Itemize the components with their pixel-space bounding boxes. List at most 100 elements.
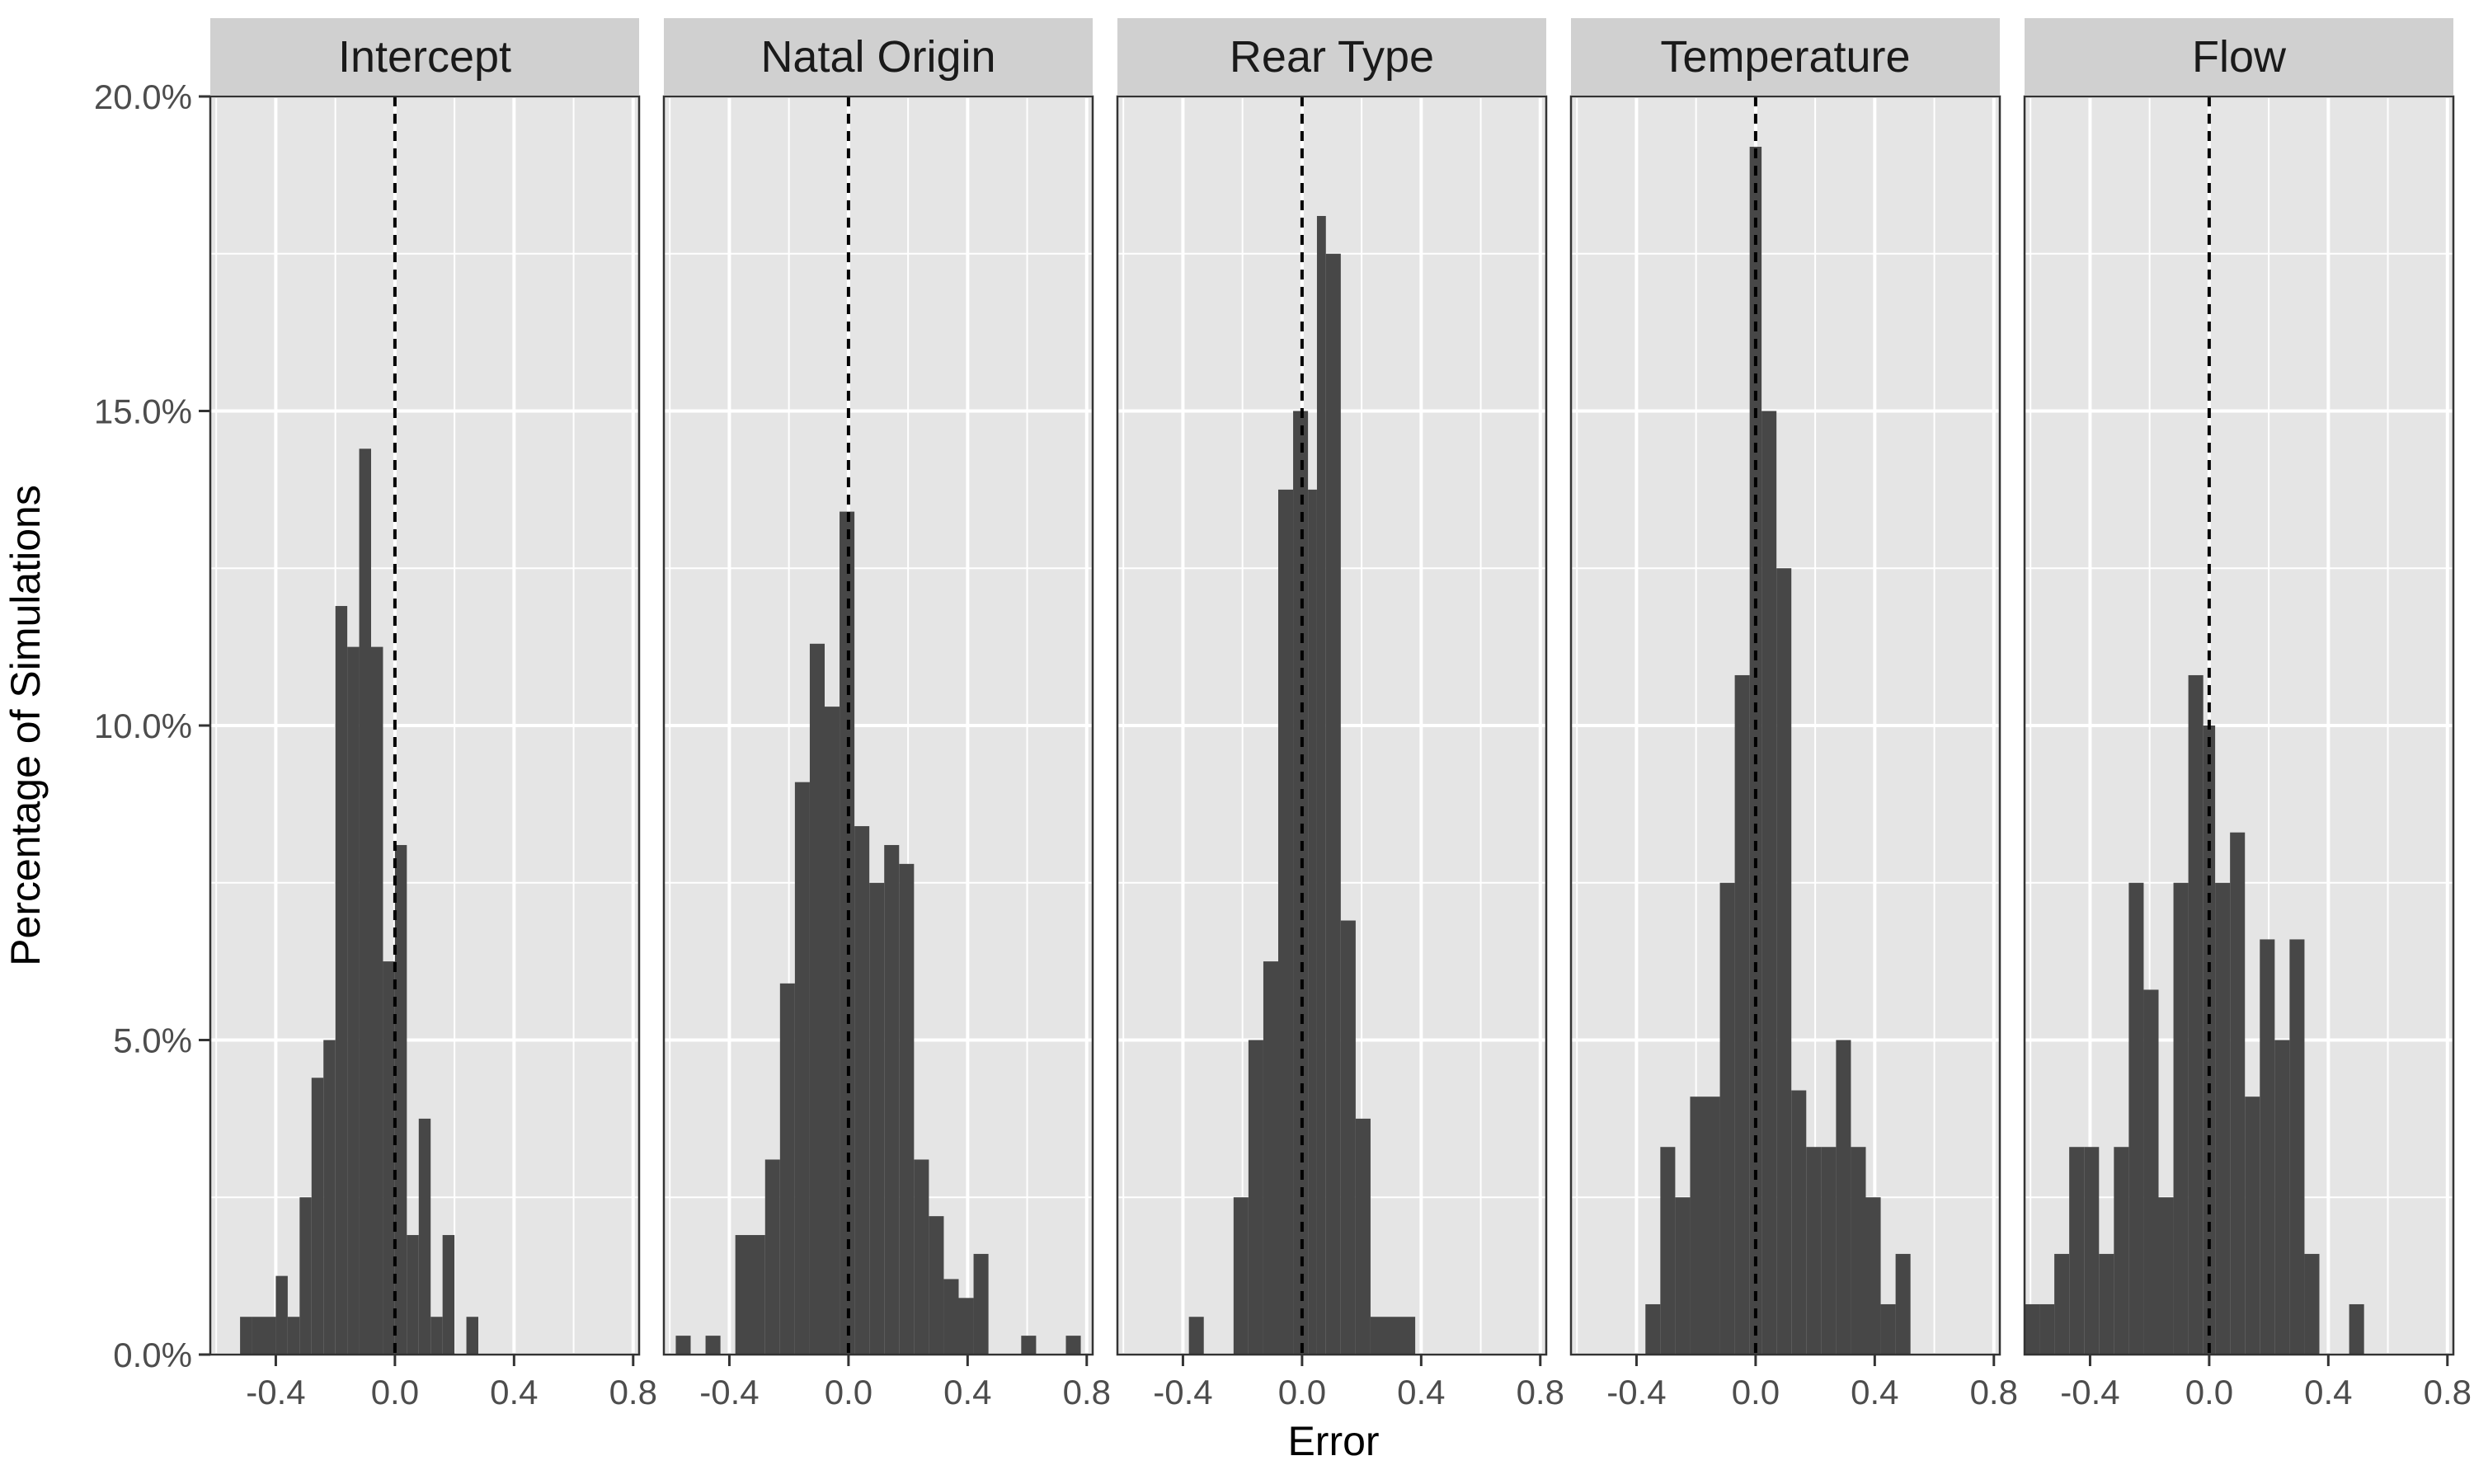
histogram-bar: [1355, 1118, 1371, 1355]
histogram-bar: [1719, 882, 1735, 1355]
x-axis-natal-origin: -0.4 0.0 0.4 0.8: [699, 1355, 1111, 1411]
histogram-bar: [943, 1279, 959, 1355]
histogram-bar: [430, 1317, 443, 1355]
histogram-bar: [2054, 1253, 2070, 1355]
histogram-bar: [1340, 920, 1356, 1355]
histogram-bar: [2245, 1097, 2260, 1355]
histogram-bar: [1308, 489, 1317, 1355]
histogram-bar: [2143, 989, 2159, 1355]
panel-rear-type: Rear Type -0.4 0.0 0.4 0.8: [1116, 18, 1564, 1411]
x-axis-rear-type: -0.4 0.0 0.4 0.8: [1153, 1355, 1564, 1411]
histogram-bar: [2230, 832, 2246, 1355]
histogram-bar: [735, 1235, 765, 1355]
panel-border: [1569, 95, 2001, 1356]
x-tick-label: 0.4: [1851, 1373, 1898, 1411]
panel-natal-origin: Natal Origin -0.4 0.0 0.4 0.8: [662, 18, 1111, 1411]
histogram-bar: [1705, 1097, 1720, 1355]
x-tick-label: -0.4: [246, 1373, 305, 1411]
histogram-bar: [1865, 1197, 1881, 1355]
histogram-bar: [794, 782, 810, 1355]
strip-natal-origin: [664, 18, 1093, 96]
panel-border: [1116, 95, 1548, 1356]
y-tick-label: 5.0%: [113, 1021, 192, 1060]
x-tick-label: 0.0: [1278, 1373, 1326, 1411]
histogram-bars: [2025, 674, 2364, 1355]
x-tick-label: 0.0: [1732, 1373, 1780, 1411]
histogram-bar: [418, 1118, 431, 1355]
panel-intercept: Intercept -0.4 0.0 0.4 0.8: [209, 18, 657, 1411]
histogram-bar: [2084, 1147, 2100, 1355]
histogram-bar: [2128, 882, 2144, 1355]
histogram-bar: [347, 646, 360, 1355]
histogram-bar: [958, 1298, 974, 1355]
histogram-bar: [335, 606, 348, 1355]
histogram-bars: [1645, 147, 1911, 1355]
x-tick-label: -0.4: [1153, 1373, 1212, 1411]
histogram-bar: [1325, 253, 1341, 1355]
y-tick-label: 0.0%: [113, 1336, 192, 1374]
x-tick-label: -0.4: [2060, 1373, 2119, 1411]
strip-title-natal-origin: Natal Origin: [760, 32, 995, 82]
histogram-bar: [311, 1078, 324, 1355]
strip-rear-type: [1117, 18, 1546, 96]
histogram-bar: [854, 826, 870, 1355]
panel-border: [662, 95, 1094, 1356]
histogram-bar: [264, 1317, 276, 1355]
histogram-bar: [1749, 147, 1762, 1355]
x-tick-label: 0.4: [1397, 1373, 1445, 1411]
histogram-bar: [252, 1317, 264, 1355]
histogram-bar: [394, 844, 407, 1355]
x-tick-label: 0.0: [2185, 1373, 2233, 1411]
histogram-bar: [1188, 1317, 1204, 1355]
histogram-bar: [869, 882, 885, 1355]
strip-title-flow: Flow: [2192, 32, 2287, 82]
histogram-bar: [1880, 1303, 1896, 1355]
y-tick-label: 15.0%: [94, 392, 192, 431]
histogram-bar: [1021, 1336, 1037, 1355]
x-tick-label: 0.4: [490, 1373, 538, 1411]
histogram-bar: [323, 1040, 336, 1355]
strip-title-temperature: Temperature: [1660, 32, 1910, 82]
histogram-bar: [764, 1159, 780, 1355]
histogram-bar: [359, 448, 371, 1355]
histogram-bar: [2289, 939, 2305, 1355]
histogram-bars: [675, 511, 1081, 1355]
histogram-bar: [2215, 882, 2231, 1355]
strip-temperature: [1571, 18, 2000, 96]
histogram-bar: [973, 1253, 989, 1355]
histogram-bar: [675, 1336, 691, 1355]
histogram-bar: [914, 1159, 929, 1355]
y-axis-title: Percentage of Simulations: [2, 485, 49, 966]
histogram-bar: [1761, 411, 1777, 1355]
x-axis-title: Error: [1287, 1418, 1379, 1464]
panel-flow: Flow -0.4 0.0 0.4 0.8: [2023, 18, 2472, 1411]
x-tick-label: 0.8: [2424, 1373, 2472, 1411]
histogram-bar: [884, 844, 900, 1355]
histogram-bar: [809, 643, 825, 1355]
histogram-bar: [1806, 1147, 1822, 1355]
histogram-bar: [1851, 1147, 1866, 1355]
panel-temperature: Temperature -0.4 0.0 0.4 0.8: [1569, 18, 2018, 1411]
histogram-bar: [2349, 1303, 2364, 1355]
histogram-bar: [383, 961, 395, 1355]
histogram-bar: [240, 1317, 252, 1355]
histogram-bar: [1370, 1317, 1416, 1355]
histogram-bar: [275, 1275, 288, 1355]
histogram-bar: [1791, 1090, 1807, 1355]
histogram-bar: [1734, 674, 1750, 1355]
histogram-bar: [825, 707, 840, 1355]
histogram-bar: [466, 1317, 478, 1355]
histogram-bar: [2188, 674, 2204, 1355]
histogram-bar: [779, 983, 795, 1355]
histogram-bar: [1660, 1147, 1676, 1355]
histogram-bar: [2099, 1253, 2114, 1355]
strip-title-rear-type: Rear Type: [1230, 32, 1434, 82]
histogram-bar: [2069, 1147, 2085, 1355]
histogram-bar: [299, 1197, 312, 1355]
histogram-bar: [1836, 1040, 1851, 1355]
histogram-bar: [1645, 1303, 1661, 1355]
histogram-bar: [2158, 1197, 2174, 1355]
histogram-bar: [1248, 1040, 1263, 1355]
histogram-bar: [2173, 882, 2189, 1355]
